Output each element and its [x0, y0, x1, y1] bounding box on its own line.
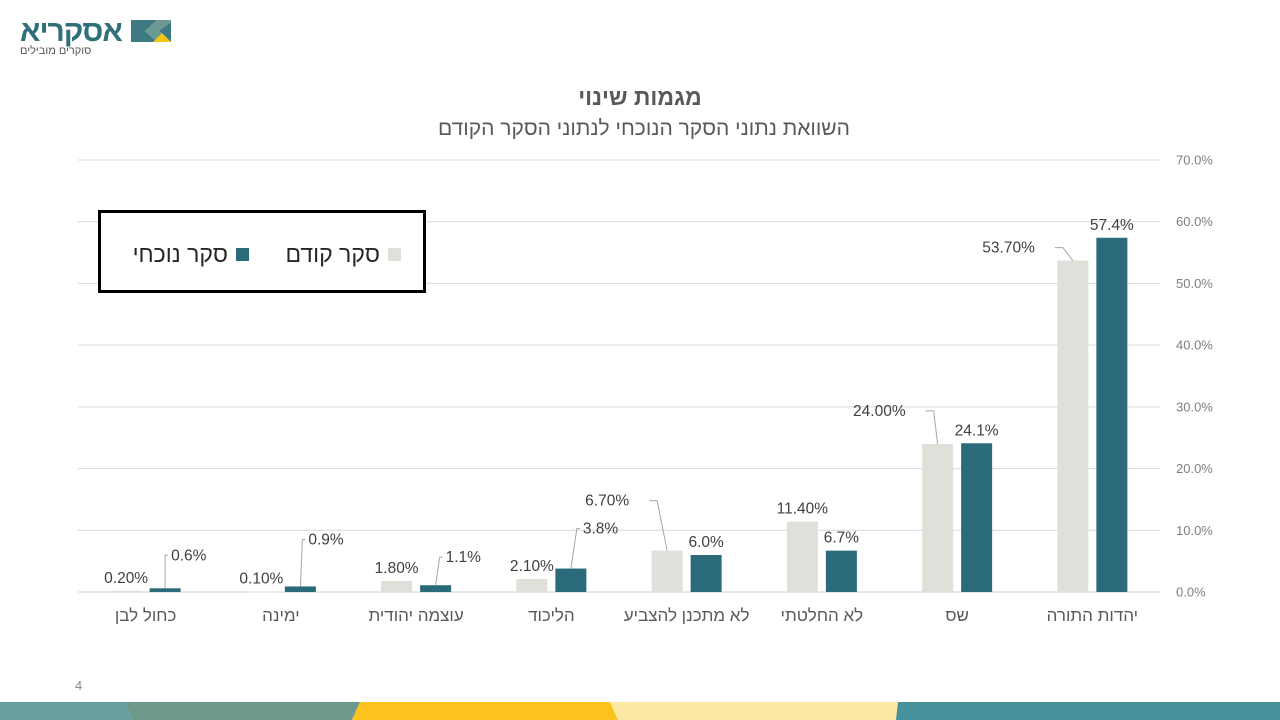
bar-previous-survey — [381, 580, 413, 592]
y-tick-label: 50.0% — [1176, 276, 1213, 291]
data-label-current: 0.6% — [171, 547, 207, 564]
x-category-label: עוצמה יהודית — [368, 606, 463, 625]
data-label-previous: 53.70% — [982, 240, 1035, 257]
legend-label-current: סקר נוכחי — [132, 241, 228, 267]
legend-label-previous: סקר קודם — [285, 241, 380, 267]
x-category-label: לא מתכנן להצביע — [624, 606, 750, 625]
bar-previous-survey — [651, 550, 683, 592]
bar-current-survey — [961, 443, 993, 592]
y-tick-label: 20.0% — [1176, 461, 1213, 476]
y-tick-label: 10.0% — [1176, 523, 1213, 538]
bar-previous-survey — [786, 521, 818, 592]
bar-previous-survey — [245, 591, 277, 593]
x-category-label: שס — [945, 606, 969, 625]
y-tick-label: 40.0% — [1176, 338, 1213, 353]
leader-line — [1054, 247, 1074, 261]
data-label-previous: 6.70% — [585, 493, 629, 510]
data-label-current: 3.8% — [583, 521, 619, 538]
data-label-previous: 11.40% — [777, 501, 829, 518]
bar-current-survey — [149, 588, 181, 592]
logo-tagline: סוקרים מובילים — [20, 45, 92, 57]
bar-current-survey — [825, 550, 857, 592]
data-label-previous: 0.20% — [104, 570, 148, 587]
leader-line — [649, 500, 668, 551]
x-category-label: ימינה — [262, 606, 300, 625]
bar-previous-survey — [1057, 260, 1089, 592]
chart-subtitle: השוואת נתוני הסקר הנוכחי לנתוני הסקר הקו… — [438, 117, 850, 140]
company-logo: אסקריא סוקרים מובילים — [18, 14, 178, 62]
bar-current-survey — [1096, 237, 1128, 592]
bar-previous-survey — [110, 590, 142, 592]
chart-title: מגמות שינוי — [578, 84, 702, 110]
bar-current-survey — [284, 586, 316, 592]
logo-wordmark: אסקריא — [20, 15, 123, 48]
bar-previous-survey — [516, 579, 548, 592]
data-label-previous: 24.00% — [853, 403, 906, 420]
bar-current-survey — [420, 585, 452, 592]
chart-legend: סקר קודם סקר נוכחי — [98, 210, 426, 293]
logo-mark-icon — [131, 20, 171, 42]
page-number: 4 — [75, 678, 83, 693]
legend-item-previous-survey: סקר קודם — [285, 241, 401, 268]
y-tick-label: 30.0% — [1176, 399, 1213, 414]
data-label-current: 6.0% — [688, 534, 724, 551]
leader-line — [435, 556, 443, 586]
bar-current-survey — [690, 554, 722, 592]
footer-color-band — [0, 702, 1280, 720]
legend-swatch-previous — [388, 248, 401, 261]
legend-swatch-current — [236, 248, 249, 261]
x-category-label: כחול לבן — [115, 606, 177, 625]
data-label-current: 1.1% — [446, 549, 482, 566]
x-category-label: לא החלטתי — [781, 606, 864, 625]
data-label-previous: 1.80% — [375, 560, 419, 577]
leader-line — [570, 528, 580, 569]
leader-line — [925, 410, 939, 444]
y-tick-label: 0.0% — [1176, 585, 1206, 600]
leader-line — [299, 538, 306, 587]
leader-line — [164, 554, 169, 589]
y-tick-label: 70.0% — [1176, 153, 1213, 168]
x-category-label: הליכוד — [528, 606, 575, 625]
x-category-label: יהדות התורה — [1047, 606, 1138, 625]
data-label-current: 0.9% — [308, 531, 344, 548]
legend-item-current-survey: סקר נוכחי — [133, 241, 249, 268]
data-label-current: 24.1% — [955, 422, 999, 439]
bar-current-survey — [555, 568, 587, 592]
bar-previous-survey — [922, 443, 954, 592]
data-label-previous: 0.10% — [239, 570, 283, 587]
data-label-current: 57.4% — [1090, 217, 1134, 234]
y-tick-label: 60.0% — [1176, 214, 1213, 229]
data-label-current: 6.7% — [824, 530, 860, 547]
data-label-previous: 2.10% — [510, 558, 554, 575]
